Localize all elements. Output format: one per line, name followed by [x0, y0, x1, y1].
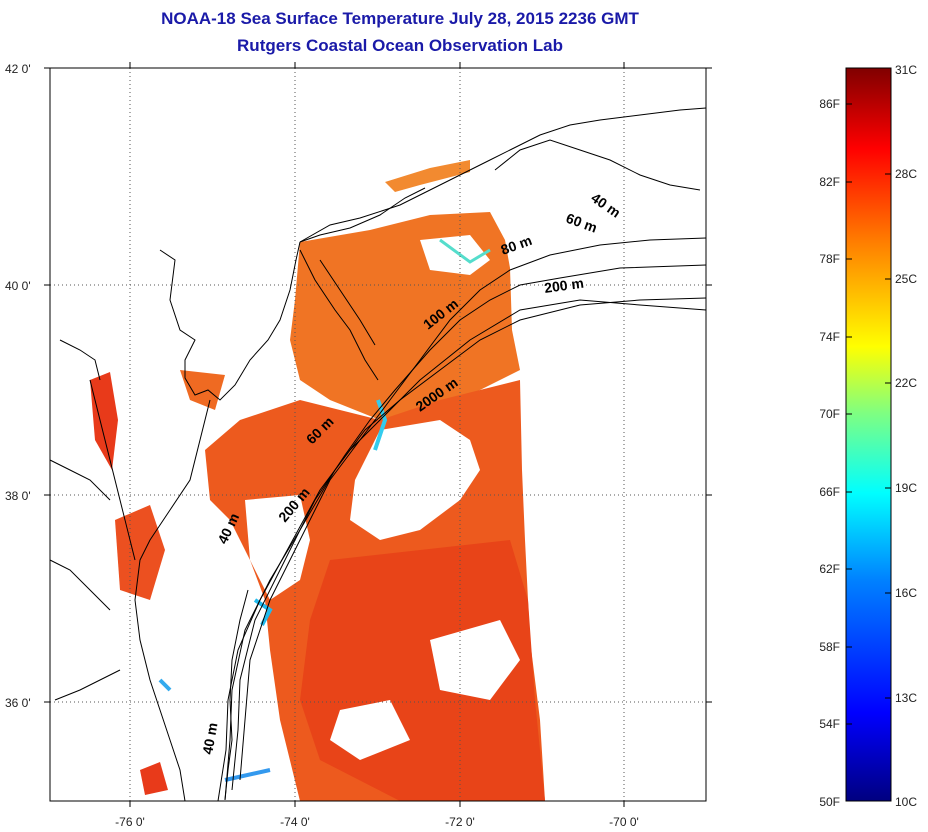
cb-f-74: 74F — [819, 330, 840, 344]
cb-f-50: 50F — [819, 795, 840, 809]
cool-edge-5 — [224, 768, 271, 782]
cb-c-28: 28C — [895, 167, 917, 181]
cool-edge-2 — [253, 598, 273, 626]
cb-f-70: 70F — [819, 407, 840, 421]
cb-f-58: 58F — [819, 640, 840, 654]
sst-field-delaware — [180, 370, 225, 410]
sst-field-bay — [90, 372, 118, 470]
lat-label-36: 36 0' — [5, 696, 31, 710]
cool-edge-4 — [158, 678, 172, 692]
depth-label-40m-north: 40 m — [588, 189, 623, 220]
map-gridlines — [50, 68, 706, 801]
cb-c-16: 16C — [895, 586, 917, 600]
cloud-gap-2 — [245, 495, 310, 600]
lat-label-40: 40 0' — [5, 279, 31, 293]
cb-c-31: 31C — [895, 63, 917, 77]
depth-label-60m-north: 60 m — [564, 210, 599, 236]
cb-f-82: 82F — [819, 175, 840, 189]
map-frame — [49, 67, 707, 802]
bathymetry-contours — [217, 237, 707, 802]
map-ticks — [44, 62, 712, 807]
cloud-gap-5 — [330, 700, 410, 760]
cb-f-78: 78F — [819, 252, 840, 266]
cool-edge-1 — [373, 399, 388, 451]
lon-label-76: -76 0' — [115, 815, 145, 829]
sst-field-se-corner — [140, 762, 168, 795]
cool-edge-3 — [439, 238, 491, 264]
depth-label-80m: 80 m — [499, 232, 534, 258]
cb-c-25: 25C — [895, 272, 917, 286]
lon-label-70: -70 0' — [609, 815, 639, 829]
cloud-gap-3 — [420, 235, 490, 275]
coastline — [49, 107, 707, 802]
map-title: NOAA-18 Sea Surface Temperature July 28,… — [161, 9, 639, 28]
cb-c-13: 13C — [895, 691, 917, 705]
sst-field-li — [385, 160, 470, 192]
cloud-gap-4 — [430, 620, 520, 700]
cb-c-22: 22C — [895, 376, 917, 390]
cb-c-10: 10C — [895, 795, 917, 809]
cb-f-54: 54F — [819, 717, 840, 731]
map-subtitle: Rutgers Coastal Ocean Observation Lab — [237, 36, 563, 55]
lat-label-42: 42 0' — [5, 62, 31, 76]
colorbar-ticks — [846, 103, 891, 725]
sst-field-bay2 — [115, 505, 165, 600]
cb-c-19: 19C — [895, 481, 917, 495]
lon-label-72: -72 0' — [445, 815, 475, 829]
cb-f-62: 62F — [819, 562, 840, 576]
lon-label-74: -74 0' — [280, 815, 310, 829]
cb-f-66: 66F — [819, 485, 840, 499]
colorbar — [845, 67, 892, 802]
depth-label-200m-north: 200 m — [543, 275, 585, 296]
cb-f-86: 86F — [819, 97, 840, 111]
cloud-gap-1 — [350, 420, 480, 540]
sst-data-layer — [90, 160, 545, 801]
lat-label-38: 38 0' — [5, 489, 31, 503]
depth-label-40m-south: 40 m — [199, 721, 220, 755]
cloud-gap-6 — [180, 650, 250, 740]
